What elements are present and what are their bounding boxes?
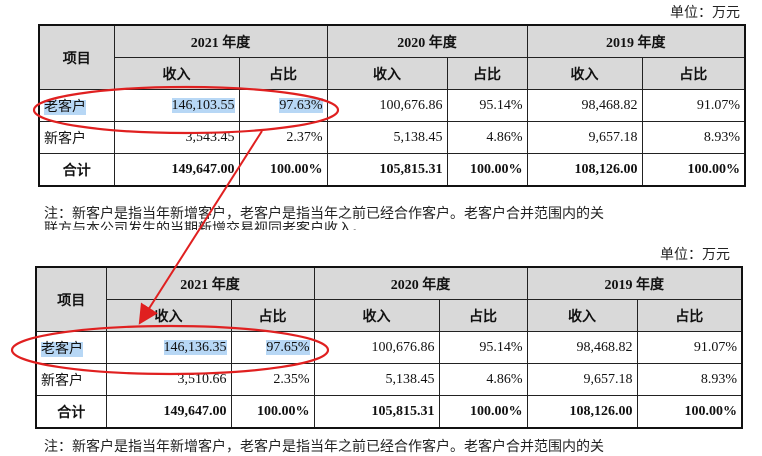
cell-value: 100.00% xyxy=(636,395,743,429)
row-label: 老客户 xyxy=(38,89,115,122)
subheader-share: 占比 xyxy=(230,299,315,332)
cell-value: 91.07% xyxy=(641,89,746,122)
revenue-table-top: 项目 2021 年度 2020 年度 2019 年度 收入 占比 收入 占比 收… xyxy=(38,24,746,187)
cell-value: 95.14% xyxy=(438,331,528,364)
subheader-revenue: 收入 xyxy=(526,57,643,90)
header-year-2019: 2019 年度 xyxy=(526,24,746,58)
row-label-text: 老客户 xyxy=(44,99,86,115)
table-row: 新客户 3,510.66 2.35% 5,138.45 4.86% 9,657.… xyxy=(35,363,743,396)
cell-value: 97.63% xyxy=(238,89,328,122)
cell-value: 146,103.55 xyxy=(113,89,240,122)
cell-value: 8.93% xyxy=(641,121,746,154)
table-row-total: 合计 149,647.00 100.00% 105,815.31 100.00%… xyxy=(38,153,746,187)
cell-value: 108,126.00 xyxy=(526,153,643,187)
row-label-text: 老客户 xyxy=(41,341,83,357)
footnote-top-cut-text: 联方与本公司发生的当期新增交易视同老客户收入。 xyxy=(44,222,366,230)
unit-label-bottom: 单位：万元 xyxy=(660,248,730,263)
cell-value: 4.86% xyxy=(446,121,528,154)
unit-label-top: 单位：万元 xyxy=(670,6,740,21)
cell-text: 97.63% xyxy=(279,97,323,113)
cell-value: 4.86% xyxy=(438,363,528,396)
cell-value: 5,138.45 xyxy=(313,363,440,396)
footnote-top-cut: 联方与本公司发生的当期新增交易视同老客户收入。 xyxy=(44,221,762,230)
footnote-bottom: 注：新客户是指当年新增客户，老客户是指当年之前已经合作客户。老客户合并范围内的关 xyxy=(44,440,604,455)
cell-value: 105,815.31 xyxy=(313,395,440,429)
cell-text: 146,136.35 xyxy=(163,339,227,355)
table-row: 老客户 146,136.35 97.65% 100,676.86 95.14% … xyxy=(35,331,743,364)
subheader-share: 占比 xyxy=(641,57,746,90)
row-label: 合计 xyxy=(35,395,107,429)
cell-value: 91.07% xyxy=(636,331,743,364)
table-row-total: 合计 149,647.00 100.00% 105,815.31 100.00%… xyxy=(35,395,743,429)
cell-value: 98,468.82 xyxy=(526,89,643,122)
cell-value: 9,657.18 xyxy=(526,363,638,396)
cell-value: 98,468.82 xyxy=(526,331,638,364)
subheader-share: 占比 xyxy=(636,299,743,332)
subheader-share: 占比 xyxy=(446,57,528,90)
row-label: 老客户 xyxy=(35,331,107,364)
cell-value: 100.00% xyxy=(438,395,528,429)
cell-value: 100.00% xyxy=(238,153,328,187)
cell-value: 9,657.18 xyxy=(526,121,643,154)
cell-value: 2.37% xyxy=(238,121,328,154)
header-year-2021: 2021 年度 xyxy=(105,266,315,300)
header-item: 项目 xyxy=(38,24,115,90)
cell-value: 97.65% xyxy=(230,331,315,364)
row-label: 新客户 xyxy=(38,121,115,154)
header-item: 项目 xyxy=(35,266,107,332)
footnote-top: 注：新客户是指当年新增客户，老客户是指当年之前已经合作客户。老客户合并范围内的关 xyxy=(44,207,604,222)
cell-text: 146,103.55 xyxy=(171,97,235,113)
cell-value: 108,126.00 xyxy=(526,395,638,429)
cell-value: 2.35% xyxy=(230,363,315,396)
header-year-2021: 2021 年度 xyxy=(113,24,328,58)
table-row: 老客户 146,103.55 97.63% 100,676.86 95.14% … xyxy=(38,89,746,122)
cell-value: 100.00% xyxy=(230,395,315,429)
cell-value: 100.00% xyxy=(446,153,528,187)
cell-value: 100.00% xyxy=(641,153,746,187)
subheader-share: 占比 xyxy=(238,57,328,90)
subheader-revenue: 收入 xyxy=(105,299,232,332)
table-row: 新客户 3,543.45 2.37% 5,138.45 4.86% 9,657.… xyxy=(38,121,746,154)
cell-text: 97.65% xyxy=(266,339,310,355)
cell-value: 95.14% xyxy=(446,89,528,122)
cell-value: 3,543.45 xyxy=(113,121,240,154)
header-year-2020: 2020 年度 xyxy=(313,266,528,300)
subheader-revenue: 收入 xyxy=(313,299,440,332)
revenue-table-bottom: 项目 2021 年度 2020 年度 2019 年度 收入 占比 收入 占比 收… xyxy=(35,266,743,429)
subheader-revenue: 收入 xyxy=(326,57,448,90)
cell-value: 149,647.00 xyxy=(113,153,240,187)
cell-value: 100,676.86 xyxy=(313,331,440,364)
cell-value: 3,510.66 xyxy=(105,363,232,396)
cell-value: 5,138.45 xyxy=(326,121,448,154)
subheader-share: 占比 xyxy=(438,299,528,332)
subheader-revenue: 收入 xyxy=(113,57,240,90)
cell-value: 8.93% xyxy=(636,363,743,396)
subheader-revenue: 收入 xyxy=(526,299,638,332)
cell-value: 100,676.86 xyxy=(326,89,448,122)
cell-value: 146,136.35 xyxy=(105,331,232,364)
cell-value: 149,647.00 xyxy=(105,395,232,429)
cell-value: 105,815.31 xyxy=(326,153,448,187)
header-year-2019: 2019 年度 xyxy=(526,266,743,300)
row-label: 合计 xyxy=(38,153,115,187)
row-label: 新客户 xyxy=(35,363,107,396)
header-year-2020: 2020 年度 xyxy=(326,24,528,58)
